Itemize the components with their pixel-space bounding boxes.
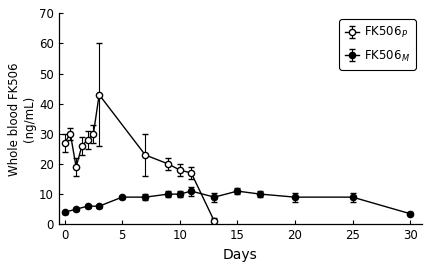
X-axis label: Days: Days [223, 248, 258, 262]
Legend: FK506$_P$, FK506$_M$: FK506$_P$, FK506$_M$ [339, 19, 416, 69]
Y-axis label: Whole blood FK506
(ng/mL): Whole blood FK506 (ng/mL) [8, 62, 36, 176]
